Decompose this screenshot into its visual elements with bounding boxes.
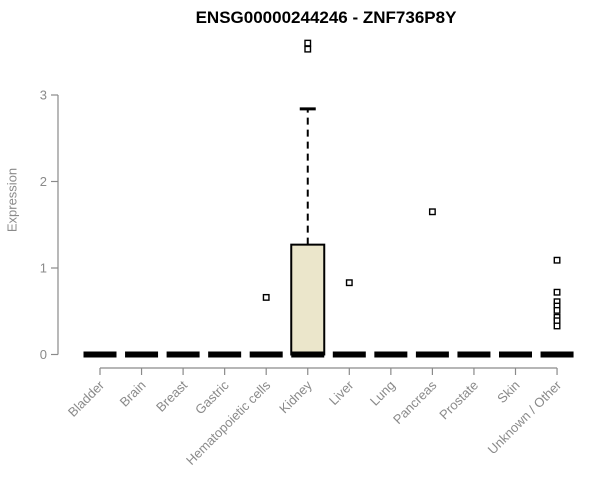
x-tick-label: Liver — [326, 377, 357, 408]
median-bar — [540, 351, 574, 358]
outlier-point — [345, 279, 353, 287]
x-tick-label: Prostate — [436, 378, 481, 423]
median-bar — [415, 351, 449, 358]
median-bar — [125, 351, 159, 358]
x-tick-label: Brain — [117, 378, 149, 410]
median-bar — [291, 351, 325, 358]
outlier-point — [304, 39, 312, 47]
median-bar — [374, 351, 408, 358]
median-bar — [83, 351, 117, 358]
outlier-point — [428, 208, 436, 216]
median-bar — [332, 351, 366, 358]
y-tick-label: 0 — [40, 347, 47, 362]
x-tick-label: Skin — [494, 378, 522, 406]
box-kidney — [290, 243, 326, 356]
x-tick-label: Unknown / Other — [485, 377, 565, 457]
outlier-point — [262, 293, 270, 301]
median-bar — [166, 351, 200, 358]
x-tick-label: Bladder — [65, 377, 108, 420]
median-bar — [208, 351, 242, 358]
x-tick-label: Gastric — [192, 377, 232, 417]
y-tick-label: 1 — [40, 261, 47, 276]
median-bar — [249, 351, 283, 358]
outlier-point — [553, 288, 561, 296]
x-tick-label: Lung — [367, 378, 398, 409]
outlier-point — [553, 256, 561, 264]
x-tick-label: Kidney — [276, 377, 315, 416]
outlier-point — [553, 322, 561, 330]
outlier-point — [304, 45, 312, 53]
x-tick-label: Pancreas — [390, 377, 440, 427]
median-bar — [499, 351, 532, 358]
x-tick-label: Breast — [153, 377, 190, 414]
chart-title: ENSG00000244246 - ZNF736P8Y — [195, 8, 457, 27]
y-tick-label: 3 — [40, 88, 47, 103]
median-bar — [457, 351, 491, 358]
outlier-point — [553, 306, 561, 314]
y-tick-label: 2 — [40, 174, 47, 189]
